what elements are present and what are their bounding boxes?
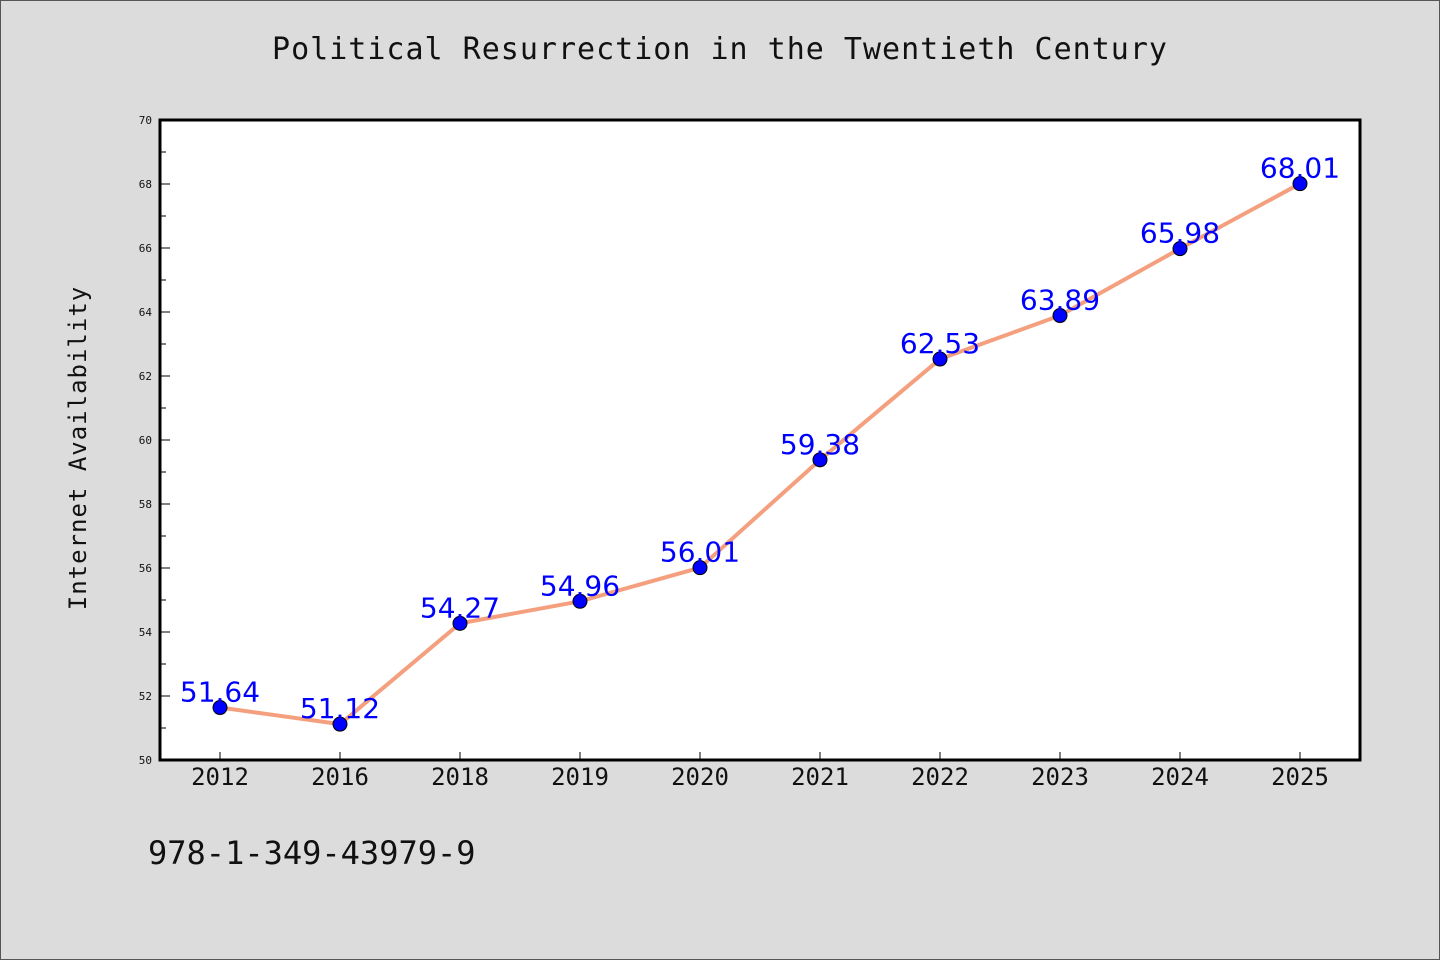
data-label: 56.01 <box>660 536 740 569</box>
data-point <box>1292 176 1308 192</box>
data-point <box>932 351 948 367</box>
y-tick-label: 52 <box>139 690 152 703</box>
y-tick-label: 66 <box>139 242 152 255</box>
y-tick-label: 70 <box>139 114 152 127</box>
plot-border <box>158 118 1362 762</box>
data-label: 54.27 <box>420 591 500 624</box>
y-tick-label: 64 <box>139 306 153 319</box>
data-label: 68.01 <box>1260 152 1340 185</box>
data-point <box>452 615 468 631</box>
x-tick-label: 2016 <box>311 763 369 791</box>
x-tick-label: 2012 <box>191 763 249 791</box>
y-tick-label: 58 <box>139 498 152 511</box>
x-tick-label: 2024 <box>1151 763 1209 791</box>
x-tick-label: 2018 <box>431 763 489 791</box>
data-label: 51.64 <box>180 676 260 709</box>
y-tick-label: 62 <box>139 370 152 383</box>
chart-title: Political Resurrection in the Twentieth … <box>272 32 1168 67</box>
data-label: 65.98 <box>1140 217 1220 250</box>
data-label: 63.89 <box>1020 284 1100 317</box>
data-point <box>572 593 588 609</box>
data-point <box>812 452 828 468</box>
y-tick-label: 56 <box>139 562 152 575</box>
data-point <box>1052 308 1068 324</box>
data-label: 62.53 <box>900 327 980 360</box>
x-tick-label: 2025 <box>1271 763 1329 791</box>
y-tick-label: 60 <box>139 434 152 447</box>
y-tick-label: 50 <box>139 754 152 767</box>
x-tick-label: 2019 <box>551 763 609 791</box>
footnote-isbn: 978-1-349-43979-9 <box>148 834 476 872</box>
plot-area <box>160 120 1360 760</box>
data-point <box>332 716 348 732</box>
data-label: 51.12 <box>300 692 380 725</box>
series-line <box>219 181 1301 727</box>
data-label: 54.96 <box>540 569 620 602</box>
data-label: 59.38 <box>780 428 860 461</box>
data-point <box>212 700 228 716</box>
data-point <box>1172 241 1188 257</box>
y-tick-label: 68 <box>139 178 152 191</box>
x-tick-label: 2023 <box>1031 763 1089 791</box>
x-tick-label: 2022 <box>911 763 969 791</box>
data-point <box>692 560 708 576</box>
x-tick-label: 2020 <box>671 763 729 791</box>
y-tick-label: 54 <box>139 626 153 639</box>
x-tick-label: 2021 <box>791 763 849 791</box>
